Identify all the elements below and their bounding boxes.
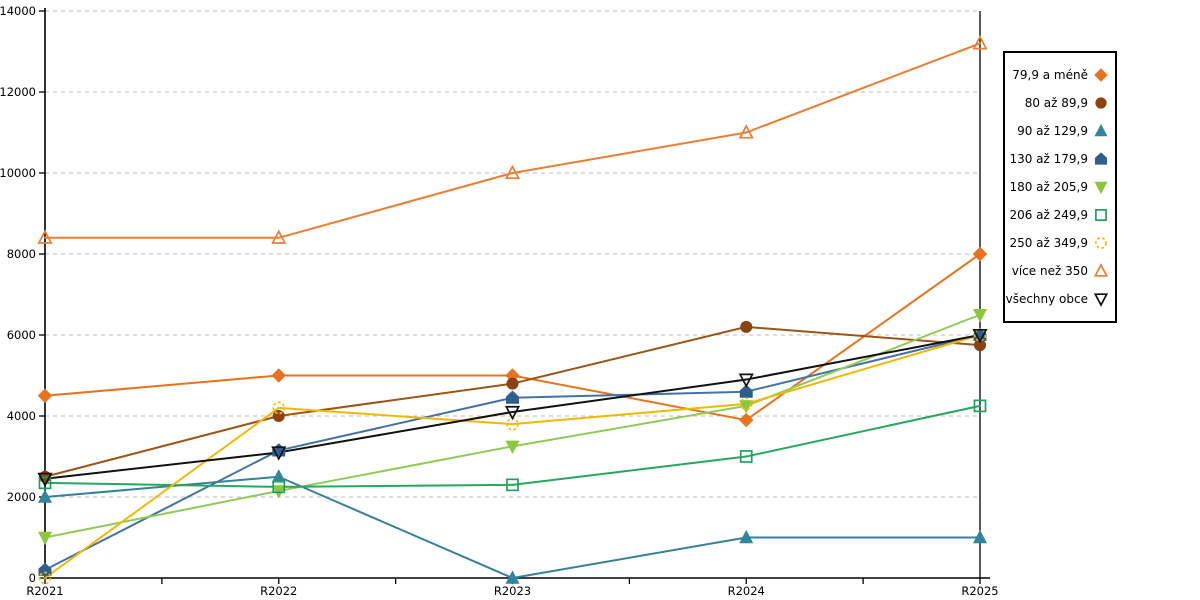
x-axis-tick-label: R2022 [260, 584, 297, 598]
legend-item: více než 350 [1008, 257, 1109, 285]
square-open-icon [506, 478, 519, 492]
legend-item: 80 až 89,9 [1008, 89, 1109, 117]
legend-item: 79,9 a méně [1008, 61, 1109, 89]
circle-dashed-open-icon [1095, 237, 1107, 249]
y-axis-tick-label: 14000 [0, 4, 36, 18]
square-open-icon [973, 399, 987, 413]
legend-marker [1094, 123, 1108, 137]
circle-icon [506, 377, 519, 390]
y-axis-tick-label: 2000 [7, 490, 36, 504]
pentagon-icon [739, 384, 753, 398]
legend-marker [1094, 68, 1108, 82]
square-open-icon [272, 480, 286, 494]
legend-item: 206 až 249,9 [1008, 201, 1109, 229]
triangle-down-open-icon [738, 373, 754, 388]
legend-marker [1094, 152, 1108, 165]
legend-item: všechny obce [1005, 285, 1109, 313]
y-axis-tick-label: 10000 [0, 166, 36, 180]
series-line [44, 404, 981, 488]
square-open-icon [739, 450, 753, 463]
series-line [44, 334, 981, 480]
legend-marker [1095, 209, 1107, 221]
triangle-up-icon [271, 469, 286, 483]
pentagon-icon [1094, 152, 1108, 165]
circle-dashed-open-icon [38, 571, 52, 585]
series-line [44, 42, 981, 239]
legend-item-label: 130 až 179,9 [1009, 152, 1088, 166]
legend-marker [1094, 181, 1108, 195]
legend-marker [1093, 293, 1109, 307]
diamond-icon [1094, 68, 1108, 82]
triangle-up-icon [505, 570, 520, 584]
legend-item-label: 79,9 a méně [1012, 68, 1088, 82]
legend-item-label: více než 350 [1011, 264, 1088, 278]
legend-marker [1095, 237, 1107, 249]
legend-item-label: 250 až 349,9 [1009, 236, 1088, 250]
circle-dashed-open-icon [272, 401, 286, 415]
x-axis-tick-label: R2023 [494, 584, 531, 598]
legend-item: 130 až 179,9 [1008, 145, 1109, 173]
series-line [44, 334, 981, 579]
x-axis-tick-label: R2021 [26, 584, 63, 598]
triangle-down-open-icon [271, 446, 287, 461]
triangle-down-open-icon [1093, 293, 1109, 307]
legend-item: 250 až 349,9 [1008, 229, 1109, 257]
y-axis-tick-label: 0 [29, 571, 36, 585]
triangle-down-icon [37, 531, 53, 546]
triangle-down-icon [739, 400, 754, 414]
series-line [44, 313, 981, 539]
legend-item: 180 až 205,9 [1008, 173, 1109, 201]
triangle-up-icon [1094, 123, 1108, 137]
y-axis-tick-label: 12000 [0, 85, 36, 99]
triangle-down-open-icon [504, 405, 521, 421]
triangle-down-open-icon [37, 472, 53, 488]
legend-item-label: 80 až 89,9 [1024, 96, 1088, 110]
triangle-down-icon [1094, 181, 1108, 195]
triangle-up-open-icon [972, 35, 988, 50]
pentagon-icon [506, 390, 519, 404]
y-axis-tick-label: 6000 [7, 328, 36, 342]
triangle-up-open-icon [1093, 263, 1109, 277]
triangle-up-icon [972, 529, 988, 544]
triangle-down-icon [505, 440, 520, 454]
diamond-icon [37, 388, 53, 403]
diamond-icon [271, 368, 286, 383]
square-open-icon [1095, 209, 1107, 221]
circle-dashed-open-icon [739, 397, 753, 411]
circle-icon [740, 320, 753, 333]
legend: 79,9 a méně 80 až 89,9 90 až 129,9 130 až 1… [1003, 51, 1117, 323]
legend-item-label: všechny obce [1005, 292, 1088, 306]
triangle-up-open-icon [738, 124, 754, 139]
y-axis-tick-label: 4000 [7, 409, 36, 423]
triangle-down-icon [972, 309, 988, 323]
legend-item-label: 206 až 249,9 [1009, 208, 1088, 222]
square-open-icon [38, 476, 52, 490]
legend-marker [1095, 97, 1107, 109]
x-axis-tick-label: R2024 [728, 584, 765, 598]
triangle-up-open-icon [271, 229, 287, 244]
triangle-up-open-icon [504, 164, 521, 180]
triangle-up-icon [739, 529, 754, 544]
diamond-icon [739, 412, 754, 428]
legend-item-label: 90 až 129,9 [1017, 124, 1088, 138]
circle-icon [1095, 97, 1107, 109]
legend-item-label: 180 až 205,9 [1009, 180, 1088, 194]
diamond-icon [972, 246, 988, 262]
triangle-up-icon [37, 489, 53, 503]
legend-item: 90 až 129,9 [1008, 117, 1109, 145]
triangle-down-open-icon [972, 328, 988, 344]
legend-marker [1093, 263, 1109, 277]
x-axis-tick-label: R2025 [961, 584, 998, 598]
series-line [44, 475, 981, 579]
triangle-up-open-icon [37, 229, 53, 244]
y-axis-tick-label: 8000 [7, 247, 36, 261]
